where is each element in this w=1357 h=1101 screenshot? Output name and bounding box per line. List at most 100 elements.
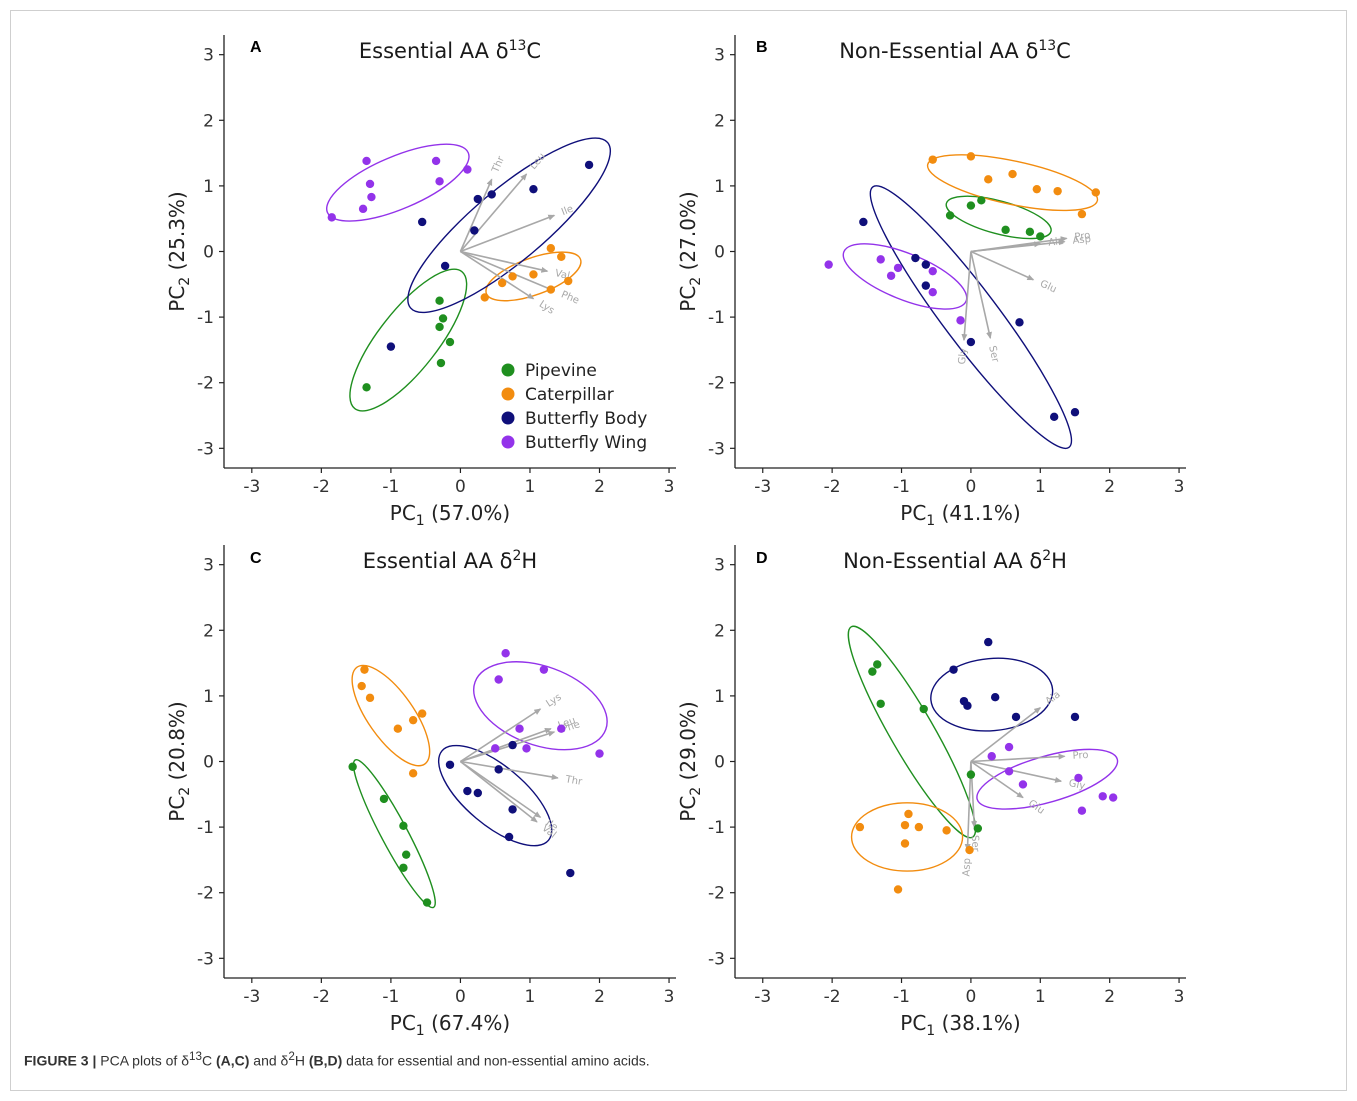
panel-b-point-caterpillar: [984, 175, 993, 184]
panel-d-point-butterfly-wing: [1108, 793, 1118, 802]
panel-b-y-tick-label: -2: [708, 374, 725, 394]
panel-a-ellipse-butterfly-wing: [325, 143, 470, 222]
panel-b-vector-label-ala: Ala: [1048, 236, 1065, 249]
panel-d-y-tick-label: -3: [708, 949, 725, 969]
panel-d-point-butterfly-body: [984, 637, 993, 647]
panel-b-x-tick-label: -2: [824, 477, 841, 497]
panel-c-point-butterfly-wing: [539, 665, 549, 674]
panel-d-y-tick-label: -2: [708, 884, 725, 904]
panel-b-point-butterfly-body: [966, 337, 976, 347]
x-label-base: PC: [390, 501, 416, 525]
x-label-base: PC: [900, 1011, 926, 1035]
panel-a-y-tick-label: -1: [197, 308, 214, 328]
panel-c-point-butterfly-body: [494, 765, 503, 774]
panel-d-y-axis-label: PC2 (29.0%): [676, 701, 704, 821]
panel-b-point-caterpillar: [928, 155, 937, 164]
panel-b-point-butterfly-wing: [928, 266, 937, 276]
panel-d-point-pipevine: [876, 699, 885, 708]
panel-a-vector-phe: [460, 250, 556, 292]
title-superscript: 13: [509, 38, 527, 54]
y-label-subscript: 2: [688, 277, 704, 286]
legend-swatch-butterfly-wing: [501, 435, 515, 449]
panel-c-point-butterfly-wing: [522, 744, 531, 753]
panel-d-point-butterfly-wing: [1004, 742, 1014, 752]
panel-c-ellipse-butterfly-body: [437, 744, 553, 847]
panel-b-point-butterfly-body: [921, 260, 931, 269]
panel-d-point-butterfly-wing: [987, 752, 996, 761]
panel-b-point-pipevine: [977, 196, 986, 205]
panel-c-y-tick-label: -2: [197, 884, 214, 904]
y-label-base: PC: [165, 286, 189, 312]
y-label-rest: (25.3%): [165, 191, 189, 277]
panel-d-vector-label-pro: Pro: [1072, 750, 1088, 762]
panel-c-vector-label-lys: Lys: [544, 692, 563, 710]
panel-b-x-axis-label: PC1 (41.1%): [900, 501, 1020, 529]
panel-d-y-tick-label: 2: [714, 621, 725, 641]
panel-c-point-caterpillar: [417, 709, 427, 718]
panel-d-x-tick-label: 2: [1104, 987, 1115, 1007]
panel-d-point-pipevine: [973, 824, 983, 833]
x-label-rest: (57.0%): [425, 501, 511, 525]
panel-c-point-pipevine: [422, 898, 432, 907]
panel-a-vector-val: [460, 250, 549, 273]
panel-a-point-caterpillar: [508, 272, 517, 281]
panel-c-y-tick-label: 2: [203, 621, 214, 641]
panel-a-x-axis-label: PC1 (57.0%): [390, 501, 510, 529]
legend-swatch-caterpillar: [501, 387, 515, 401]
panel-a-title: Essential AA δ13C: [359, 38, 541, 63]
title-base: Essential AA δ: [359, 39, 509, 63]
panel-c-vector-label-phe: Phe: [560, 719, 581, 735]
panel-c-point-caterpillar: [357, 681, 366, 691]
panel-c-point-pipevine: [348, 762, 357, 771]
panel-b-point-butterfly-body: [1015, 318, 1024, 327]
panel-d-x-tick-label: 0: [965, 987, 976, 1007]
panel-d-vector-ala: [970, 707, 1042, 763]
legend-swatch-butterfly-body: [501, 411, 515, 425]
y-label-rest: (29.0%): [676, 701, 700, 787]
title-superscript: 2: [1042, 548, 1051, 564]
panel-b-point-pipevine: [1025, 227, 1035, 237]
panel-d-point-butterfly-wing: [1018, 780, 1028, 789]
panel-c-point-butterfly-wing: [595, 749, 604, 758]
panel-b-vector-label-pro: Pro: [1074, 230, 1091, 243]
panel-a-point-butterfly-wing: [463, 165, 472, 174]
caption-text-2: C: [201, 1052, 216, 1069]
panel-b-point-caterpillar: [1032, 184, 1042, 194]
caption-ref-bd: (B,D): [308, 1052, 343, 1069]
panel-b-point-caterpillar: [1053, 186, 1062, 196]
panel-d-y-tick-label: -1: [708, 818, 725, 838]
panel-c-x-tick-label: 3: [664, 987, 675, 1007]
panel-a-point-pipevine: [362, 383, 371, 392]
title-rest: H: [1051, 549, 1067, 573]
panel-c-ellipse-caterpillar: [351, 664, 431, 767]
panel-c-point-butterfly-wing: [515, 724, 524, 733]
title-rest: H: [521, 549, 537, 573]
panel-d-point-pipevine: [873, 660, 882, 669]
panel-d-vector-label-ser: Ser: [969, 835, 981, 853]
panel-a-point-butterfly-body: [386, 342, 396, 351]
panel-b-point-butterfly-body: [859, 217, 868, 227]
panel-c-vector-lys: [459, 708, 542, 763]
panel-c-vector-label-thr: Thr: [564, 774, 584, 788]
panel-b-ellipse-pipevine: [945, 195, 1052, 240]
panel-a-point-butterfly-body: [584, 160, 594, 170]
caption-text-1: PCA plots of δ: [96, 1052, 189, 1069]
panel-c-x-tick-label: 1: [525, 987, 536, 1007]
panel-d-point-caterpillar: [900, 820, 910, 830]
panel-a-vector-thr: [459, 178, 493, 252]
panel-a-point-butterfly-wing: [435, 177, 444, 186]
panel-a-point-butterfly-wing: [327, 213, 336, 222]
panel-b-y-tick-label: 2: [714, 111, 725, 131]
caption-text-5: data for essential and non-essential ami…: [342, 1052, 650, 1069]
panel-c-x-tick-label: -3: [243, 987, 260, 1007]
panel-c-point-caterpillar: [365, 693, 375, 703]
caption-superscript-2: 2: [288, 1050, 295, 1063]
panel-a-point-pipevine: [435, 296, 444, 305]
panel-b-point-butterfly-wing: [876, 255, 885, 264]
panel-d-point-butterfly-wing: [1004, 767, 1014, 776]
panel-d-point-caterpillar: [855, 822, 865, 832]
panel-d-x-tick-label: -2: [824, 987, 841, 1007]
panel-d-letter: D: [756, 550, 768, 567]
